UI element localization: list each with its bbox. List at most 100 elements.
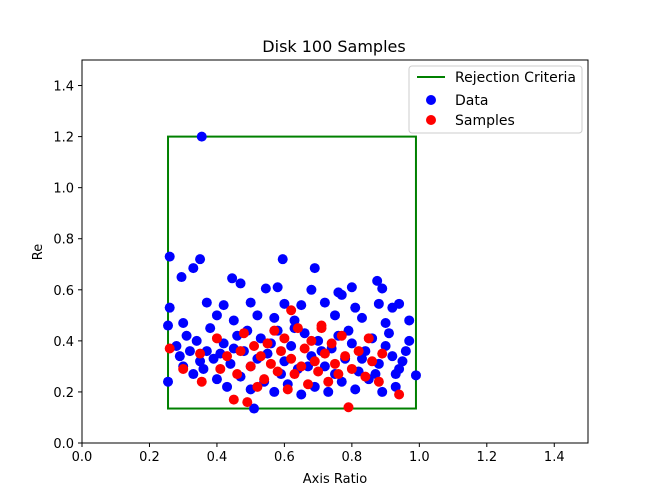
data-point-14 (306, 284, 317, 295)
x-tick-label-0: 0.0 (72, 450, 93, 465)
data-point-17 (279, 298, 290, 309)
y-tick-label-1: 0.2 (53, 386, 74, 401)
data-point-45 (191, 335, 202, 346)
sample-point-36 (326, 338, 337, 349)
sample-point-44 (360, 371, 371, 382)
data-point-78 (211, 374, 222, 385)
legend-rejection-label: Rejection Criteria (455, 70, 576, 86)
data-point-83 (269, 386, 280, 397)
sample-point-40 (340, 351, 351, 362)
sample-point-26 (292, 323, 303, 334)
sample-point-34 (319, 348, 330, 359)
data-point-71 (380, 340, 391, 351)
plot-frame (81, 59, 589, 444)
data-point-2 (195, 254, 206, 265)
sample-point-23 (282, 384, 293, 395)
data-point-93 (174, 351, 185, 362)
x-tick-label-3: 0.6 (274, 450, 295, 465)
data-point-23 (245, 297, 256, 308)
sample-point-7 (228, 394, 239, 405)
data-point-79 (222, 381, 233, 392)
data-point-21 (201, 297, 212, 308)
data-point-77 (198, 363, 209, 374)
data-point-28 (404, 315, 415, 326)
data-point-0 (196, 131, 207, 142)
rejection-criteria-box (167, 135, 417, 410)
data-point-24 (296, 300, 307, 311)
sample-point-18 (265, 358, 276, 369)
data-point-6 (188, 263, 199, 274)
legend-data-marker (426, 95, 436, 105)
sample-point-16 (259, 374, 270, 385)
y-tick-label-0: 0.0 (53, 437, 74, 452)
data-point-35 (289, 315, 300, 326)
data-point-5 (176, 272, 187, 283)
data-point-87 (323, 386, 334, 397)
data-point-20 (164, 302, 175, 313)
sample-point-5 (215, 363, 226, 374)
data-point-19 (373, 298, 384, 309)
data-point-32 (228, 315, 239, 326)
sample-point-41 (343, 402, 354, 413)
y-tick-label-2: 0.4 (53, 335, 74, 350)
sample-point-32 (313, 366, 324, 377)
sample-point-19 (269, 325, 280, 336)
data-point-76 (188, 369, 199, 380)
data-point-72 (387, 351, 398, 362)
sample-point-1 (178, 363, 189, 374)
data-point-91 (377, 386, 388, 397)
sample-point-42 (346, 363, 357, 374)
data-point-36 (330, 310, 340, 321)
sample-point-17 (262, 338, 273, 349)
x-tick-label-5: 1.0 (409, 450, 430, 465)
sample-point-37 (330, 358, 340, 369)
chart-title: Disk 100 Samples (262, 37, 405, 56)
data-point-4 (309, 263, 320, 274)
sample-point-3 (196, 376, 207, 387)
data-point-110 (383, 328, 394, 339)
data-point-9 (235, 278, 246, 289)
samples-series (164, 305, 405, 413)
data-point-27 (387, 302, 398, 313)
data-point-111 (397, 356, 408, 367)
y-tick-label-6: 1.2 (53, 131, 74, 146)
data-point-7 (227, 273, 238, 284)
data-point-11 (377, 283, 388, 294)
sample-point-15 (255, 351, 266, 362)
x-tick-label-7: 1.4 (544, 450, 565, 465)
x-tick-label-6: 1.2 (476, 450, 497, 465)
data-point-112 (404, 335, 415, 346)
sample-point-30 (306, 335, 317, 346)
data-point-3 (277, 254, 288, 265)
data-point-88 (336, 376, 347, 387)
x-tick-label-4: 0.8 (342, 450, 363, 465)
data-point-40 (249, 403, 260, 414)
y-tick-label-4: 0.8 (53, 233, 74, 248)
data-point-89 (350, 384, 361, 395)
y-axis: 0.0 0.2 0.4 0.6 0.8 1.0 1.2 1.4 (53, 80, 82, 452)
data-point-13 (272, 282, 283, 293)
data-point-74 (400, 346, 411, 357)
data-point-96 (205, 323, 216, 334)
sample-point-46 (367, 356, 378, 367)
data-point-33 (252, 310, 263, 321)
sample-point-20 (272, 366, 283, 377)
data-point-39 (163, 376, 174, 387)
sample-point-47 (373, 376, 384, 387)
data-point-108 (356, 353, 367, 364)
sample-point-38 (333, 369, 344, 380)
sample-point-28 (299, 343, 310, 354)
sample-point-51 (316, 323, 327, 334)
sample-point-10 (238, 328, 249, 339)
data-point-41 (410, 370, 421, 381)
sample-point-48 (377, 348, 388, 359)
data-point-109 (370, 369, 381, 380)
sample-point-4 (211, 333, 222, 344)
data-point-22 (218, 300, 229, 311)
y-tick-label-5: 1.0 (53, 182, 74, 197)
data-point-10 (346, 282, 357, 293)
rejection-criteria-layer (167, 135, 417, 410)
sample-point-2 (195, 348, 206, 359)
data-point-57 (286, 340, 297, 351)
